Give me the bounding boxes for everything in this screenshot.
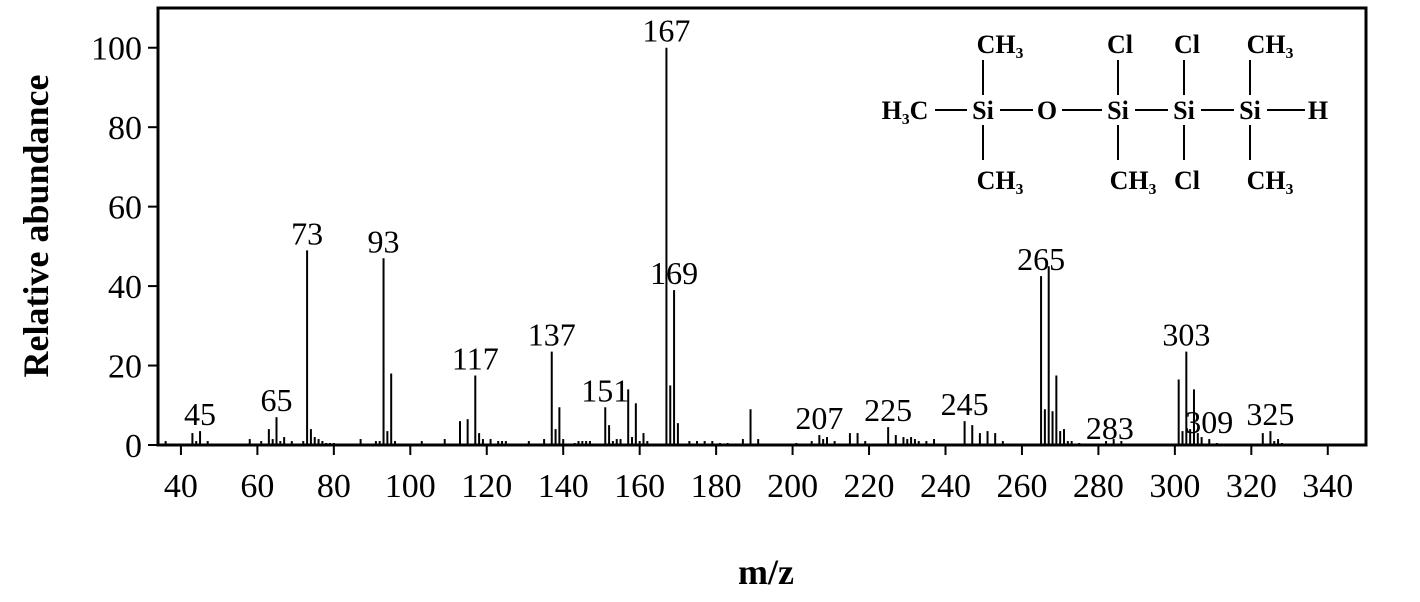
atom: Si (1107, 96, 1129, 125)
y-tick-label: 80 (108, 110, 142, 147)
x-tick-label: 180 (691, 468, 742, 505)
x-tick-label: 300 (1149, 468, 1200, 505)
peak-label: 167 (642, 13, 690, 49)
peak-label: 309 (1185, 404, 1233, 440)
atom: Si (1239, 96, 1261, 125)
peak-label: 73 (291, 215, 323, 251)
structure: CH₃ Cl Cl CH₃ H₃C Si O Si Si Si H CH₃ CH… (882, 30, 1329, 195)
atom: O (1037, 96, 1057, 125)
peak-label: 283 (1086, 410, 1134, 446)
x-tick-label: 80 (317, 468, 351, 505)
plot-frame (156, 6, 1368, 447)
peak-label: 245 (941, 386, 989, 422)
peak-label: 117 (452, 340, 499, 376)
x-tick-label: 120 (461, 468, 512, 505)
x-tick-label: 40 (164, 468, 198, 505)
peak-label: 151 (581, 372, 629, 408)
peak-label: 169 (650, 255, 698, 291)
y-tick-label: 0 (125, 428, 142, 465)
peak-label: 45 (184, 396, 216, 432)
x-tick-label: 240 (920, 468, 971, 505)
x-tick-label: 260 (996, 468, 1047, 505)
atom: Si (1173, 96, 1195, 125)
peak-label: 137 (528, 317, 576, 353)
y-tick-label: 60 (108, 190, 142, 227)
x-tick-label: 340 (1302, 468, 1353, 505)
x-tick-label: 200 (767, 468, 818, 505)
atom: Cl (1107, 30, 1133, 59)
x-tick-label: 140 (538, 468, 589, 505)
x-tick-label: 280 (1073, 468, 1124, 505)
atom: CH₃ (977, 166, 1024, 195)
atom: Cl (1174, 166, 1200, 195)
atom: CH₃ (1247, 166, 1294, 195)
peak-label: 93 (368, 223, 400, 259)
atom: CH₃ (1247, 30, 1294, 59)
atom: Si (972, 96, 994, 125)
x-tick-label: 320 (1226, 468, 1277, 505)
atom: H₃C (882, 96, 929, 125)
atom: H (1308, 96, 1328, 125)
peak-label: 303 (1162, 317, 1210, 353)
x-tick-label: 220 (844, 468, 895, 505)
atom: Cl (1174, 30, 1200, 59)
peak-label: 225 (864, 392, 912, 428)
y-tick-label: 100 (91, 31, 142, 68)
atom: CH₃ (1110, 166, 1157, 195)
peak-label: 265 (1017, 241, 1065, 277)
y-tick-label: 40 (108, 269, 142, 306)
peak-label: 325 (1246, 396, 1294, 432)
y-tick-label: 20 (108, 349, 142, 386)
x-axis-title: m/z (738, 552, 794, 592)
x-tick-label: 60 (240, 468, 274, 505)
atom: CH₃ (977, 30, 1024, 59)
peak-label: 207 (795, 400, 843, 436)
peak-label: 65 (261, 382, 293, 418)
x-tick-label: 160 (614, 468, 665, 505)
x-tick-label: 100 (385, 468, 436, 505)
y-axis-title: Relative abundance (16, 74, 56, 377)
